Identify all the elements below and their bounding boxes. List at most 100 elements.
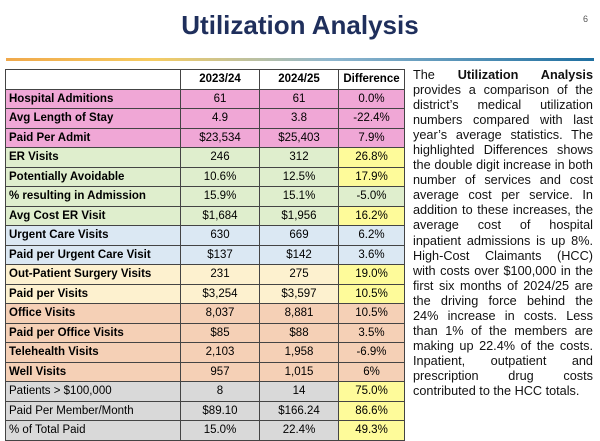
table-body: Hospital Admitions 61 61 0.0% Avg Length of … — [5, 88, 405, 441]
description-text: The Utilization Analysis provides a comp… — [413, 68, 593, 399]
page-number: 6 — [582, 14, 588, 24]
table-row: Avg Length of Stay 4.9 3.8 -22.4% — [5, 108, 405, 129]
value-difference: 3.5% — [338, 322, 405, 343]
column-header-2024-25: 2024/25 — [259, 69, 339, 90]
table-row: Paid Per Admit $23,534 $25,403 7.9% — [5, 127, 405, 148]
value-difference: 49.3% — [338, 420, 405, 441]
value-2023-24: 231 — [180, 264, 260, 285]
row-label: Avg Length of Stay — [5, 108, 181, 129]
value-2024-25: $88 — [259, 322, 339, 343]
title-divider — [6, 58, 594, 61]
row-label: Out-Patient Surgery Visits — [5, 264, 181, 285]
value-difference: 19.0% — [338, 264, 405, 285]
value-2023-24: 15.9% — [180, 186, 260, 207]
value-difference: 6.2% — [338, 225, 405, 246]
value-2023-24: 61 — [180, 88, 260, 109]
value-2023-24: $137 — [180, 244, 260, 265]
table-row: Well Visits 957 1,015 6% — [5, 361, 405, 382]
table-row: % resulting in Admission 15.9% 15.1% -5.0% — [5, 186, 405, 207]
value-difference: 0.0% — [338, 88, 405, 109]
value-difference: -6.9% — [338, 342, 405, 363]
value-difference: -22.4% — [338, 108, 405, 129]
row-label: Urgent Care Visits — [5, 225, 181, 246]
table-row: Telehealth Visits 2,103 1,958 -6.9% — [5, 342, 405, 363]
table-header-row: 2023/24 2024/25 Difference — [5, 69, 405, 90]
value-difference: 10.5% — [338, 303, 405, 324]
row-label: Paid per Urgent Care Visit — [5, 244, 181, 265]
value-2024-25: 3.8 — [259, 108, 339, 129]
table-row: Office Visits 8,037 8,881 10.5% — [5, 303, 405, 324]
description-emphasis: Utilization Analysis — [457, 68, 593, 82]
row-label: Potentially Avoidable — [5, 166, 181, 187]
value-2024-25: 61 — [259, 88, 339, 109]
table-row: Out-Patient Surgery Visits 231 275 19.0% — [5, 264, 405, 285]
value-2024-25: 1,015 — [259, 361, 339, 382]
table-row: Paid per Urgent Care Visit $137 $142 3.6% — [5, 244, 405, 265]
value-2023-24: 246 — [180, 147, 260, 168]
row-label: Paid per Office Visits — [5, 322, 181, 343]
table-row: Hospital Admitions 61 61 0.0% — [5, 88, 405, 109]
table-row: Paid Per Member/Month $89.10 $166.24 86.6% — [5, 400, 405, 421]
value-difference: 10.5% — [338, 283, 405, 304]
table-row: Avg Cost ER Visit $1,684 $1,956 16.2% — [5, 205, 405, 226]
value-difference: 26.8% — [338, 147, 405, 168]
value-difference: 17.9% — [338, 166, 405, 187]
row-label: Hospital Admitions — [5, 88, 181, 109]
value-2023-24: 2,103 — [180, 342, 260, 363]
value-2024-25: 312 — [259, 147, 339, 168]
value-2023-24: 10.6% — [180, 166, 260, 187]
value-2023-24: $1,684 — [180, 205, 260, 226]
value-2024-25: 14 — [259, 381, 339, 402]
value-2024-25: 8,881 — [259, 303, 339, 324]
value-difference: 75.0% — [338, 381, 405, 402]
row-label: Patients > $100,000 — [5, 381, 181, 402]
value-2023-24: 8 — [180, 381, 260, 402]
description-lead: The — [413, 68, 458, 82]
table-row: Patients > $100,000 8 14 75.0% — [5, 381, 405, 402]
value-difference: 6% — [338, 361, 405, 382]
value-2024-25: $142 — [259, 244, 339, 265]
row-label: Avg Cost ER Visit — [5, 205, 181, 226]
value-difference: 3.6% — [338, 244, 405, 265]
value-2024-25: $1,956 — [259, 205, 339, 226]
value-2023-24: $89.10 — [180, 400, 260, 421]
value-2023-24: $23,534 — [180, 127, 260, 148]
value-2024-25: 669 — [259, 225, 339, 246]
row-label: Paid Per Member/Month — [5, 400, 181, 421]
utilization-table: 2023/24 2024/25 Difference Hospital Admi… — [5, 69, 405, 441]
row-label: Office Visits — [5, 303, 181, 324]
row-label: Paid Per Admit — [5, 127, 181, 148]
page-title: Utilization Analysis — [181, 10, 419, 40]
table-row: Paid per Visits $3,254 $3,597 10.5% — [5, 283, 405, 304]
value-2023-24: 4.9 — [180, 108, 260, 129]
table-row: % of Total Paid 15.0% 22.4% 49.3% — [5, 420, 405, 441]
value-2024-25: 1,958 — [259, 342, 339, 363]
row-label: Telehealth Visits — [5, 342, 181, 363]
value-2023-24: 957 — [180, 361, 260, 382]
value-2024-25: 12.5% — [259, 166, 339, 187]
value-2024-25: 22.4% — [259, 420, 339, 441]
table-row: Urgent Care Visits 630 669 6.2% — [5, 225, 405, 246]
value-2024-25: $166.24 — [259, 400, 339, 421]
value-2023-24: $85 — [180, 322, 260, 343]
row-label: % resulting in Admission — [5, 186, 181, 207]
value-difference: 16.2% — [338, 205, 405, 226]
value-2023-24: 630 — [180, 225, 260, 246]
column-header-difference: Difference — [338, 69, 405, 90]
row-label: % of Total Paid — [5, 420, 181, 441]
value-difference: -5.0% — [338, 186, 405, 207]
value-2023-24: 15.0% — [180, 420, 260, 441]
description-body: provides a comparison of the district’s … — [413, 83, 593, 398]
row-label: Paid per Visits — [5, 283, 181, 304]
value-2024-25: $25,403 — [259, 127, 339, 148]
row-label: Well Visits — [5, 361, 181, 382]
value-2024-25: $3,597 — [259, 283, 339, 304]
value-difference: 7.9% — [338, 127, 405, 148]
table-row: Potentially Avoidable 10.6% 12.5% 17.9% — [5, 166, 405, 187]
table-row: ER Visits 246 312 26.8% — [5, 147, 405, 168]
value-2024-25: 275 — [259, 264, 339, 285]
value-2024-25: 15.1% — [259, 186, 339, 207]
table-row: Paid per Office Visits $85 $88 3.5% — [5, 322, 405, 343]
value-difference: 86.6% — [338, 400, 405, 421]
column-header-label — [5, 69, 181, 90]
